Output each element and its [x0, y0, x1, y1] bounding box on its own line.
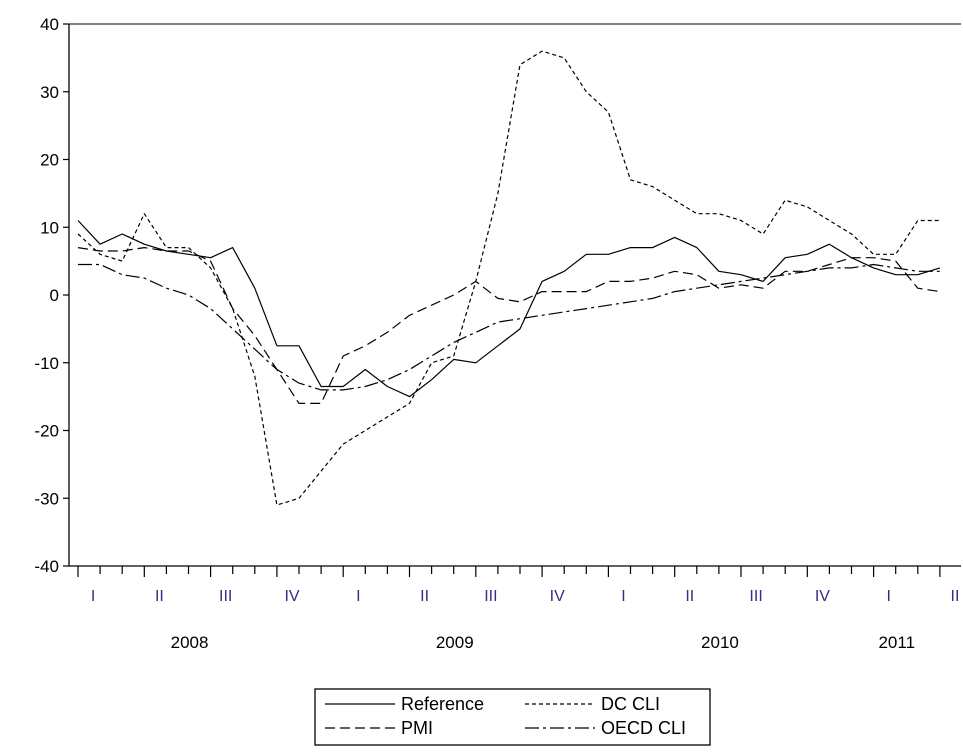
series-line-dc-cli [77, 50, 940, 506]
legend: Reference DC CLI PMI OECD CLI [314, 688, 711, 746]
x-year-label: 2008 [171, 633, 209, 652]
x-quarter-label: II [951, 588, 960, 605]
x-quarter-label: III [484, 588, 497, 605]
x-quarter-label: IV [284, 588, 299, 605]
x-quarter-label: II [155, 588, 164, 605]
y-tick-label: 30 [40, 83, 59, 102]
x-quarter-label: III [749, 588, 762, 605]
x-year-label: 2009 [436, 633, 474, 652]
y-tick-label: 20 [40, 151, 59, 170]
legend-label: DC CLI [601, 694, 660, 714]
x-quarter-label: II [685, 588, 694, 605]
series-line-reference [77, 220, 941, 398]
x-quarter-label: I [356, 588, 360, 605]
x-quarter-label: IV [550, 588, 565, 605]
x-quarter-label: I [886, 588, 890, 605]
legend-label: PMI [401, 718, 433, 738]
y-tick-label: 40 [40, 15, 59, 34]
series-line-oecd-cli [78, 263, 940, 391]
x-quarter-label: II [420, 588, 429, 605]
y-tick-label: -20 [34, 422, 59, 441]
legend-label: Reference [401, 694, 484, 714]
x-quarter-label: IV [815, 588, 830, 605]
series-line-pmi [77, 247, 940, 404]
x-quarter-label: III [219, 588, 232, 605]
y-tick-label: -30 [34, 489, 59, 508]
legend-label: OECD CLI [601, 718, 686, 738]
y-tick-label: -40 [34, 557, 59, 576]
x-quarter-label: I [91, 588, 95, 605]
y-tick-label: -10 [34, 354, 59, 373]
y-tick-label: 10 [40, 218, 59, 237]
y-tick-label: 0 [50, 286, 59, 305]
x-year-label: 2010 [701, 633, 739, 652]
x-quarter-label: I [621, 588, 625, 605]
x-year-label: 2011 [878, 633, 915, 652]
legend-box [314, 688, 711, 746]
